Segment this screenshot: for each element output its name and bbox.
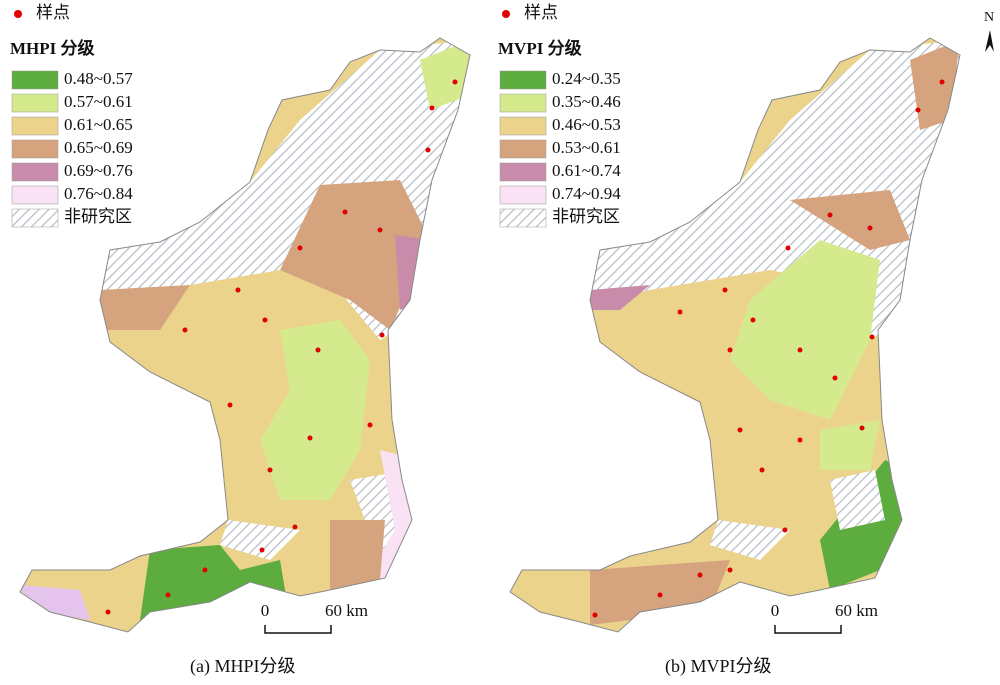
legend-label: 0.46~0.53 (552, 115, 621, 134)
legend-label: 非研究区 (552, 207, 620, 226)
map-a (19, 37, 471, 633)
legend-swatch (499, 93, 547, 113)
legend-label: 0.57~0.61 (64, 92, 133, 111)
legend-swatch (499, 116, 547, 136)
legend-label: 0.24~0.35 (552, 69, 621, 88)
legend-label: 非研究区 (64, 207, 132, 226)
legend-swatch (11, 116, 59, 136)
scale-zero: 0 (771, 601, 780, 620)
legend-swatch (499, 70, 547, 90)
legend-label: 0.69~0.76 (64, 161, 133, 180)
legend-swatch (11, 185, 59, 205)
north-label: N (984, 10, 994, 25)
legend-swatch (499, 208, 547, 228)
scale-zero: 0 (261, 601, 270, 620)
map-b (509, 37, 961, 633)
legend-title: MVPI 分级 (498, 38, 582, 58)
legend-point-label: 样点 (524, 3, 558, 22)
legend-swatch (11, 70, 59, 90)
caption: (b) MVPI分级 (665, 656, 772, 677)
legend-label: 0.61~0.65 (64, 115, 133, 134)
annotations: 样点 MHPI 分级 0.48~0.57 0.57~0.61 0.61~0.65 0.65… (10, 3, 878, 677)
caption: (a) MHPI分级 (190, 656, 296, 677)
legend-swatch (499, 162, 547, 182)
legend-swatch (11, 139, 59, 159)
scale-bar (774, 625, 842, 634)
scale-distance: 60 km (835, 601, 878, 620)
legend-point-symbol (502, 10, 510, 18)
legend-title: MHPI 分级 (10, 38, 95, 58)
legend-label: 0.76~0.84 (64, 184, 133, 203)
legend-point-symbol (14, 10, 22, 18)
legend-label: 0.35~0.46 (552, 92, 621, 111)
scale-distance: 60 km (325, 601, 368, 620)
legend-label: 0.53~0.61 (552, 138, 621, 157)
legend-swatch (11, 162, 59, 182)
legend-label: 0.48~0.57 (64, 69, 133, 88)
legend-swatch (11, 208, 59, 228)
legend-swatch (499, 139, 547, 159)
legend-point-label: 样点 (36, 3, 70, 22)
legend-label: 0.65~0.69 (64, 138, 133, 157)
legend-swatch (499, 185, 547, 205)
legend-label: 0.74~0.94 (552, 184, 621, 203)
north-arrow: N (984, 10, 994, 52)
legend-swatch (11, 93, 59, 113)
scale-bar (264, 625, 332, 634)
legend-label: 0.61~0.74 (552, 161, 621, 180)
